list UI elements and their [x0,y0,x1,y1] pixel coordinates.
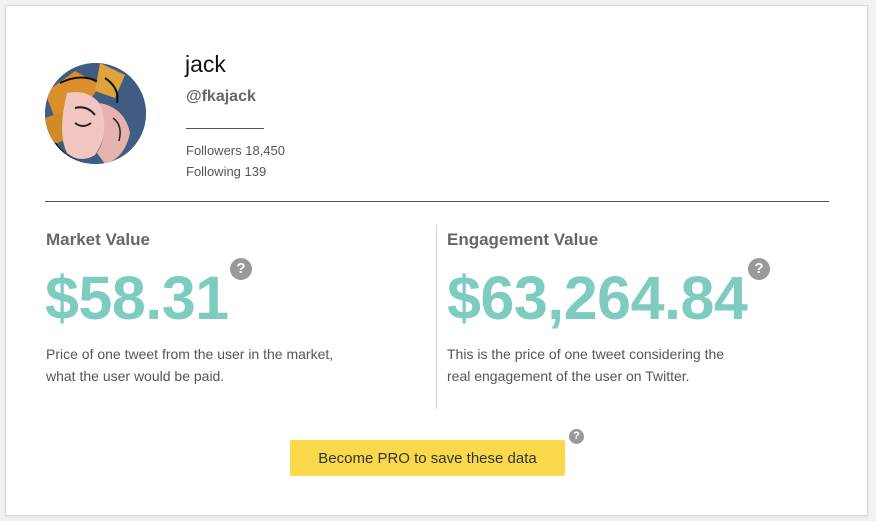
market-value-amount: $58.31 [45,264,229,332]
engagement-description-line: This is the price of one tweet consideri… [447,346,725,362]
profile-card: jack @fkajack Followers 18,450 Following… [5,5,868,516]
market-description-line: what the user would be paid. [46,368,225,384]
avatar [45,63,146,164]
engagement-value-amount: $63,264.84 [447,264,748,332]
short-divider [186,128,264,129]
engagement-value-title: Engagement Value [447,230,599,249]
market-value-description: Price of one tweet from the user in the … [46,343,376,387]
pro-help-icon[interactable]: ? [569,429,584,444]
market-description-line: Price of one tweet from the user in the … [46,346,334,362]
following-count: Following 139 [186,164,267,179]
engagement-value-description: This is the price of one tweet consideri… [447,343,767,387]
engagement-description-line: real engagement of the user on Twitter. [447,368,690,384]
avatar-illustration-icon [45,63,146,164]
market-help-icon[interactable]: ? [230,258,252,280]
engagement-help-icon[interactable]: ? [748,258,770,280]
column-divider [436,225,437,409]
market-value-title: Market Value [46,230,150,249]
section-divider [45,201,829,202]
become-pro-button[interactable]: Become PRO to save these data [290,440,565,476]
profile-name: jack [185,51,226,77]
profile-handle[interactable]: @fkajack [186,88,256,105]
followers-count: Followers 18,450 [186,143,285,158]
